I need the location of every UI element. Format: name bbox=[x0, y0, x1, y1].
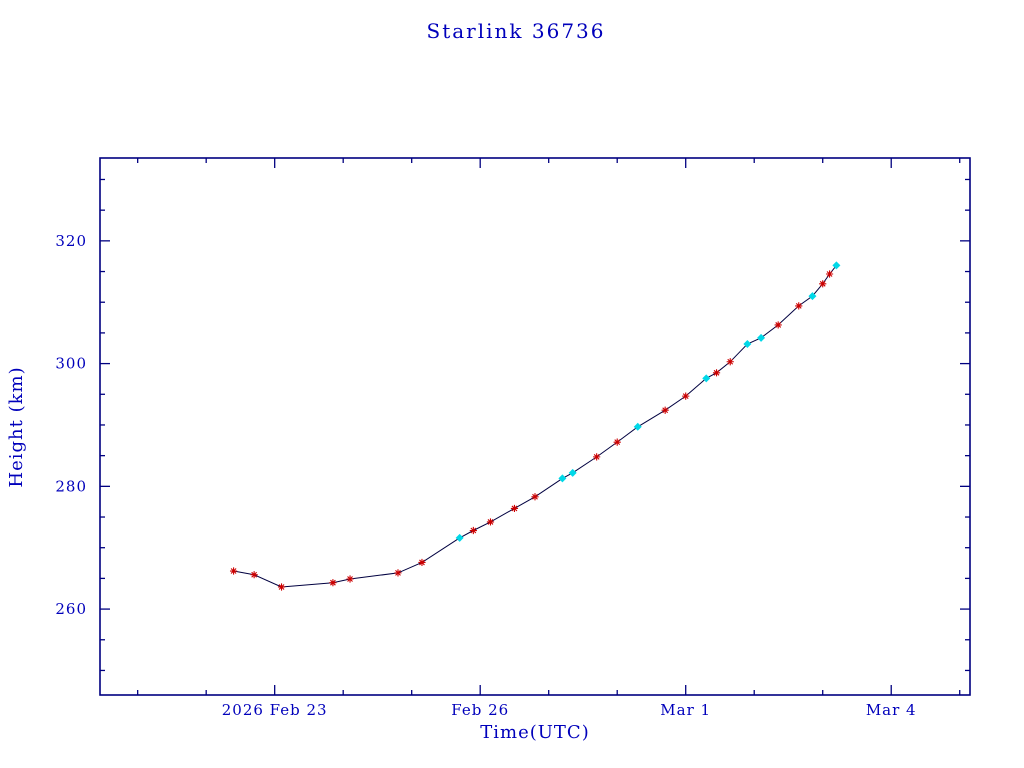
data-marker-cyan bbox=[757, 333, 766, 342]
data-marker-cyan bbox=[702, 374, 711, 383]
data-marker-red bbox=[682, 392, 690, 400]
data-marker-red bbox=[277, 583, 286, 591]
data-marker-red bbox=[712, 369, 721, 377]
y-tick-label: 280 bbox=[55, 477, 87, 495]
data-marker-red bbox=[346, 575, 354, 583]
x-tick-label: Mar 4 bbox=[866, 701, 917, 719]
data-marker-red bbox=[229, 567, 238, 575]
data-marker-red bbox=[531, 493, 539, 501]
data-marker-red bbox=[510, 504, 519, 513]
data-marker-red bbox=[774, 321, 782, 329]
data-marker-cyan bbox=[455, 533, 464, 542]
series-line-orbital-height bbox=[233, 265, 837, 588]
data-marker-red bbox=[593, 453, 601, 461]
data-marker-red bbox=[394, 569, 402, 577]
data-marker-red bbox=[661, 406, 669, 414]
data-marker-cyan bbox=[558, 474, 567, 483]
data-marker-red bbox=[418, 558, 426, 567]
x-tick-label: Feb 26 bbox=[451, 701, 509, 719]
data-marker-red bbox=[250, 571, 258, 579]
data-marker-red bbox=[613, 438, 621, 446]
data-marker-red bbox=[726, 358, 734, 366]
plot-area: 2026 Feb 23 Feb 26 Mar 1 Mar 4 260 280 300 320 bbox=[55, 157, 971, 719]
data-marker-cyan bbox=[633, 422, 642, 431]
chart-title: Starlink 36736 bbox=[427, 19, 606, 43]
data-marker-red bbox=[486, 518, 495, 526]
data-marker-cyan bbox=[808, 292, 817, 301]
data-marker-cyan bbox=[832, 261, 841, 270]
data-marker-red bbox=[469, 526, 477, 535]
data-marker-red bbox=[819, 280, 827, 288]
data-marker-cyan bbox=[568, 468, 577, 477]
data-marker-red bbox=[825, 270, 834, 278]
data-marker-red bbox=[329, 579, 337, 587]
axis-box bbox=[99, 157, 971, 696]
x-tick-label: Mar 1 bbox=[660, 701, 711, 719]
data-marker-cyan bbox=[743, 339, 752, 348]
y-tick-label: 260 bbox=[55, 600, 87, 618]
x-axis-label: Time(UTC) bbox=[480, 722, 589, 743]
y-axis-label: Height (km) bbox=[6, 366, 27, 487]
y-tick-label: 320 bbox=[55, 232, 87, 250]
x-tick-label: 2026 Feb 23 bbox=[222, 701, 328, 719]
data-marker-red bbox=[795, 302, 803, 310]
y-tick-label: 300 bbox=[55, 355, 87, 373]
